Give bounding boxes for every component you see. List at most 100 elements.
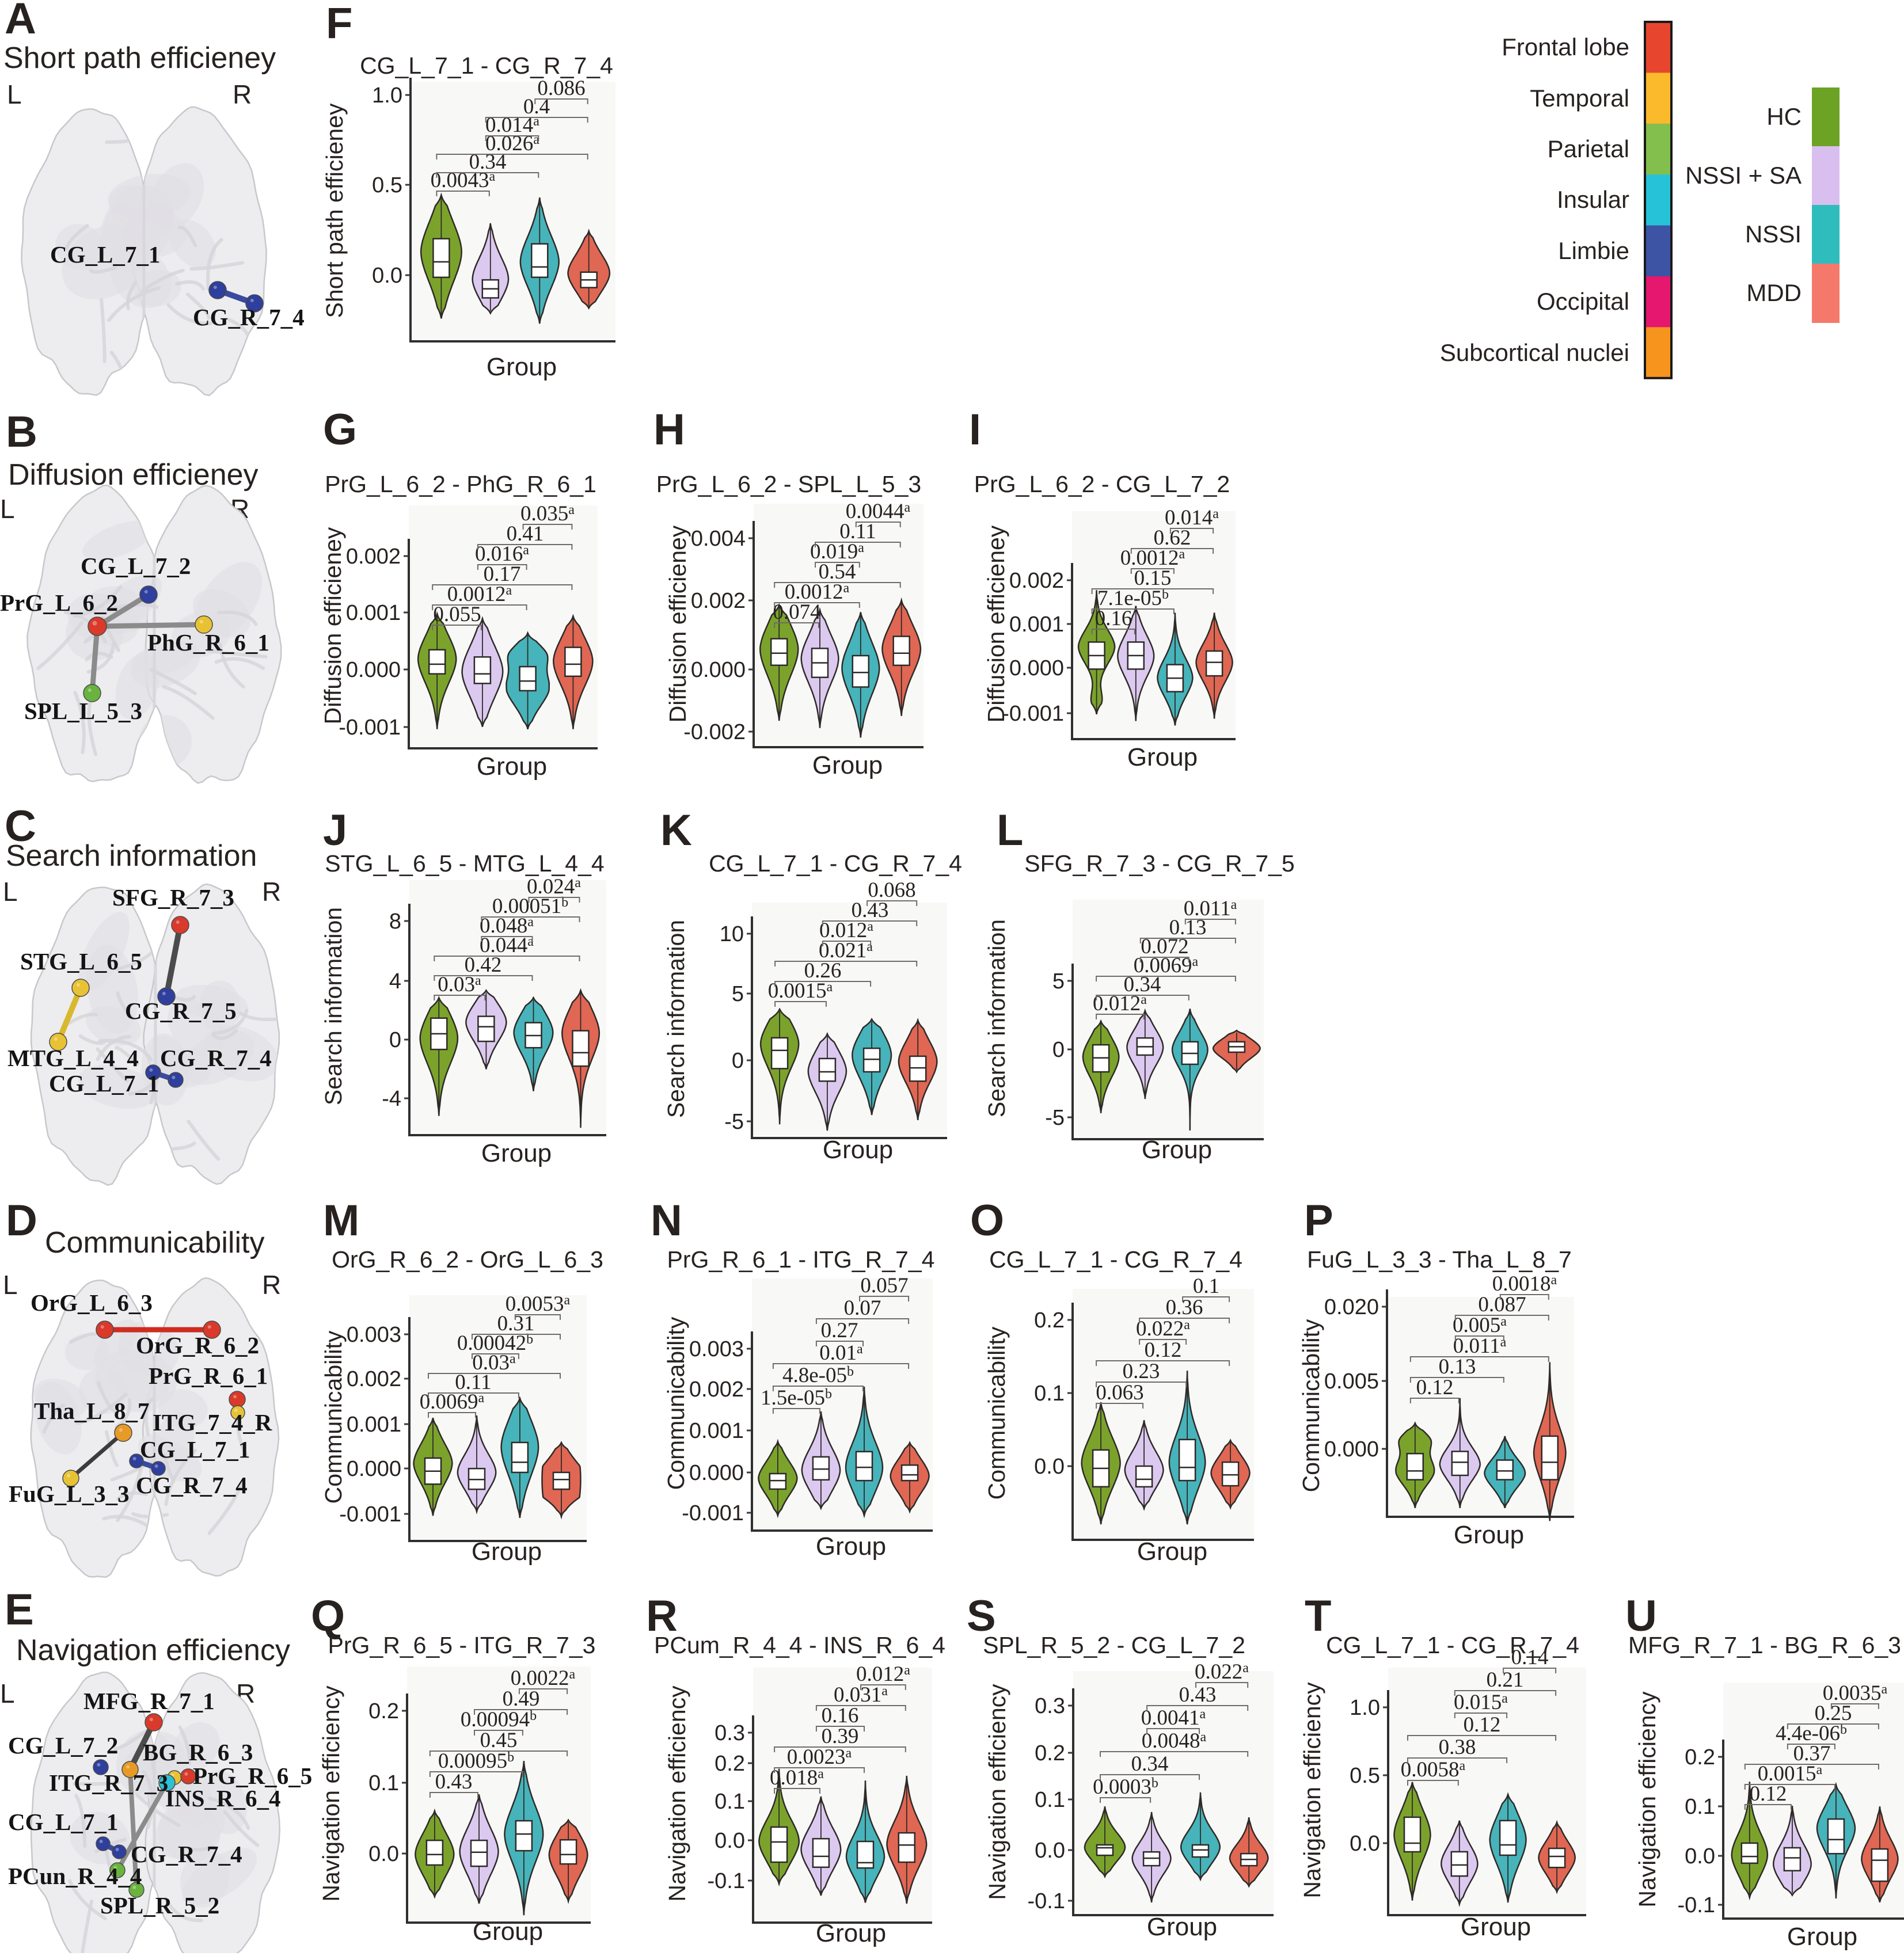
svg-text:G: G <box>323 405 357 454</box>
svg-text:0.03a: 0.03a <box>472 1351 516 1375</box>
svg-text:Communicability: Communicability <box>45 1226 264 1259</box>
svg-text:5: 5 <box>1052 969 1065 994</box>
svg-text:0.01a: 0.01a <box>819 1341 863 1365</box>
svg-text:MTG_L_4_4: MTG_L_4_4 <box>7 1045 139 1071</box>
svg-text:CG_R_7_4: CG_R_7_4 <box>131 1841 242 1867</box>
svg-text:-4: -4 <box>382 1087 401 1111</box>
svg-text:0.0022a: 0.0022a <box>511 1666 576 1690</box>
svg-text:OrG_R_6_2 - OrG_L_6_3: OrG_R_6_2 - OrG_L_6_3 <box>332 1246 603 1273</box>
svg-text:Navigation efficiency: Navigation efficiency <box>16 1634 290 1667</box>
svg-text:Tha_L_8_7: Tha_L_8_7 <box>34 1398 150 1424</box>
svg-text:0.044a: 0.044a <box>480 934 534 957</box>
svg-text:0.0003b: 0.0003b <box>1093 1775 1158 1799</box>
svg-text:0.012a: 0.012a <box>856 1662 910 1686</box>
svg-text:0.43: 0.43 <box>852 899 889 922</box>
svg-text:Communicability: Communicability <box>320 1330 347 1504</box>
svg-text:-0.001: -0.001 <box>339 716 401 740</box>
svg-text:0.014a: 0.014a <box>1165 506 1219 530</box>
svg-text:0.1: 0.1 <box>715 1790 745 1814</box>
svg-text:MDD: MDD <box>1746 279 1802 306</box>
svg-text:0.11: 0.11 <box>839 520 876 543</box>
svg-text:0.074: 0.074 <box>773 600 820 624</box>
svg-text:0.5: 0.5 <box>1350 1764 1380 1788</box>
svg-text:FuG_L_3_3 - Tha_L_8_7: FuG_L_3_3 - Tha_L_8_7 <box>1307 1246 1572 1273</box>
svg-text:0.11: 0.11 <box>455 1371 491 1394</box>
svg-text:0.086: 0.086 <box>537 77 585 100</box>
svg-text:R: R <box>262 1270 281 1300</box>
svg-text:0.0044a: 0.0044a <box>846 500 911 523</box>
svg-text:0.1: 0.1 <box>1685 1795 1715 1819</box>
svg-text:0.001: 0.001 <box>347 1413 401 1437</box>
svg-text:0.021a: 0.021a <box>819 939 873 962</box>
svg-text:L: L <box>0 494 15 524</box>
svg-text:0.2: 0.2 <box>715 1752 745 1776</box>
svg-text:SPL_L_5_3: SPL_L_5_3 <box>24 698 142 724</box>
svg-text:NSSI: NSSI <box>1745 220 1802 248</box>
svg-text:T: T <box>1305 1592 1331 1641</box>
svg-text:P: P <box>1304 1196 1333 1245</box>
svg-text:0.2: 0.2 <box>368 1699 399 1723</box>
svg-text:0.0: 0.0 <box>715 1829 745 1853</box>
svg-text:D: D <box>6 1196 37 1245</box>
svg-text:CG_L_7_1: CG_L_7_1 <box>8 1809 118 1835</box>
svg-text:1.0: 1.0 <box>372 83 402 108</box>
svg-text:CG_R_7_5: CG_R_7_5 <box>125 998 237 1024</box>
svg-text:Group: Group <box>1147 1913 1217 1941</box>
svg-text:0.2: 0.2 <box>1034 1308 1065 1333</box>
svg-text:0.34: 0.34 <box>1131 1752 1169 1776</box>
svg-text:Group: Group <box>487 353 557 381</box>
svg-text:0.0: 0.0 <box>1034 1455 1065 1479</box>
svg-text:10: 10 <box>720 922 744 946</box>
svg-text:0.43: 0.43 <box>1179 1683 1217 1707</box>
svg-text:Diffusion efficieney: Diffusion efficieney <box>320 527 346 724</box>
svg-text:Group: Group <box>477 752 547 781</box>
svg-text:1.0: 1.0 <box>1350 1696 1380 1720</box>
svg-text:MFG_R_7_1: MFG_R_7_1 <box>83 1688 215 1714</box>
svg-text:0.001: 0.001 <box>1009 612 1064 637</box>
svg-text:0.38: 0.38 <box>1439 1736 1476 1759</box>
svg-text:CG_L_7_1 - CG_R_7_4: CG_L_7_1 - CG_R_7_4 <box>989 1246 1242 1273</box>
svg-text:0.0: 0.0 <box>1685 1844 1715 1869</box>
svg-text:0.12: 0.12 <box>1750 1782 1787 1806</box>
svg-text:CG_L_7_2: CG_L_7_2 <box>81 553 191 579</box>
svg-text:J: J <box>323 806 347 855</box>
svg-text:Group: Group <box>816 1532 886 1561</box>
svg-text:Communicability: Communicability <box>1298 1319 1324 1492</box>
svg-text:F: F <box>326 0 352 48</box>
svg-text:0.1: 0.1 <box>1193 1274 1219 1298</box>
svg-text:N: N <box>651 1196 682 1245</box>
svg-text:0.0041a: 0.0041a <box>1141 1706 1206 1730</box>
svg-text:0.055: 0.055 <box>433 603 481 626</box>
svg-text:0.0048a: 0.0048a <box>1142 1729 1207 1753</box>
svg-text:0.001: 0.001 <box>346 601 401 625</box>
svg-text:0.063: 0.063 <box>1096 1381 1143 1405</box>
svg-text:0.015a: 0.015a <box>1454 1691 1508 1714</box>
svg-text:Occipital: Occipital <box>1537 288 1629 315</box>
svg-text:Search information: Search information <box>6 839 257 873</box>
svg-text:Navigation efficiency: Navigation efficiency <box>664 1685 690 1902</box>
svg-text:O: O <box>970 1196 1004 1245</box>
svg-text:CG_L_7_1 - CG_R_7_4: CG_L_7_1 - CG_R_7_4 <box>709 850 962 877</box>
svg-text:Temporal: Temporal <box>1530 85 1629 112</box>
svg-text:0.068: 0.068 <box>868 878 915 902</box>
svg-text:Search information: Search information <box>983 919 1010 1117</box>
svg-text:PhG_R_6_1: PhG_R_6_1 <box>147 629 269 656</box>
svg-text:0.0015a: 0.0015a <box>1758 1762 1823 1786</box>
svg-text:0.12: 0.12 <box>1416 1376 1454 1399</box>
svg-text:E: E <box>5 1585 34 1634</box>
svg-text:INS_R_6_4: INS_R_6_4 <box>165 1785 280 1812</box>
svg-text:STG_L_6_5: STG_L_6_5 <box>20 948 142 975</box>
svg-text:0.011a: 0.011a <box>1184 897 1237 920</box>
svg-text:0.003: 0.003 <box>347 1323 401 1347</box>
svg-text:0.0018a: 0.0018a <box>1492 1272 1557 1296</box>
svg-text:HC: HC <box>1766 103 1802 130</box>
svg-text:0.020: 0.020 <box>1324 1295 1379 1319</box>
svg-text:L: L <box>3 877 18 907</box>
svg-text:Communicability: Communicability <box>663 1316 689 1490</box>
svg-text:0.14: 0.14 <box>1511 1646 1549 1669</box>
svg-text:Subcortical nuclei: Subcortical nuclei <box>1440 339 1629 366</box>
svg-text:Navigation efficiency: Navigation efficiency <box>1634 1691 1660 1908</box>
svg-text:Diffusion efficieney: Diffusion efficieney <box>8 458 259 492</box>
svg-text:0.0053a: 0.0053a <box>506 1292 571 1316</box>
svg-text:Group: Group <box>812 751 883 779</box>
